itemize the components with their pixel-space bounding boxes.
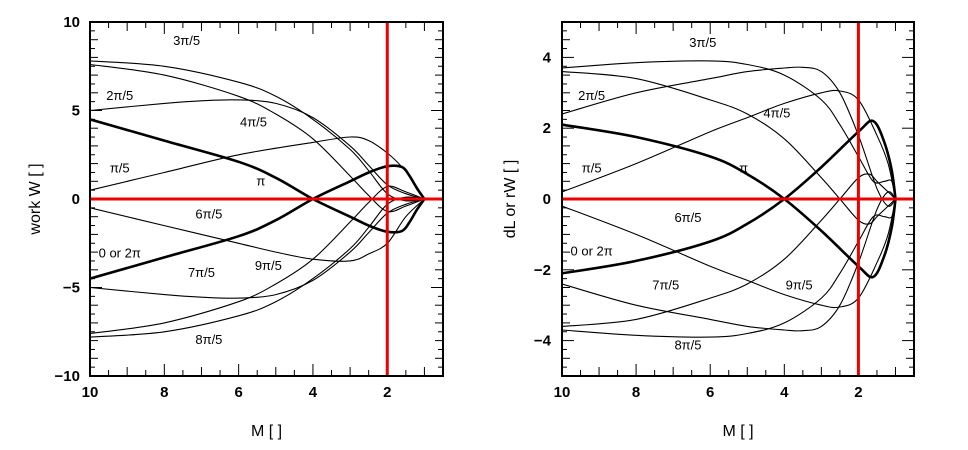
series-line bbox=[562, 198, 897, 338]
y-tick-label: 0 bbox=[72, 191, 80, 208]
series-line bbox=[90, 136, 425, 200]
series-label: 3π/5 bbox=[173, 33, 200, 48]
y-tick-label: 4 bbox=[543, 49, 552, 66]
series-label: π bbox=[739, 160, 748, 175]
y-tick-label: 0 bbox=[543, 191, 551, 208]
x-axis-label: M [ ] bbox=[722, 423, 753, 440]
series-label: 9π/5 bbox=[786, 277, 813, 292]
x-tick-label: 6 bbox=[706, 384, 714, 401]
series-line bbox=[562, 71, 896, 225]
series-label: 2π/5 bbox=[106, 88, 133, 103]
series-line bbox=[562, 173, 896, 327]
series-line bbox=[562, 66, 896, 207]
series-line bbox=[562, 89, 897, 200]
plot-frame bbox=[561, 21, 915, 377]
y-tick-label: −2 bbox=[534, 262, 551, 279]
x-tick-label: 10 bbox=[82, 384, 99, 401]
x-tick-label: 2 bbox=[854, 384, 862, 401]
series-label: 0 or 2π bbox=[99, 245, 141, 260]
series-label: 9π/5 bbox=[255, 258, 282, 273]
x-tick-label: 10 bbox=[554, 384, 571, 401]
series-label: 3π/5 bbox=[689, 35, 716, 50]
series-label: 4π/5 bbox=[240, 114, 267, 129]
x-tick-label: 4 bbox=[309, 384, 318, 401]
x-tick-label: 4 bbox=[780, 384, 789, 401]
panel-left: 0 or 2π π π/5 2π/5 3π/5 4π/5 6π/5 7π/5 8π/5 9π/5 1… bbox=[27, 14, 444, 440]
series-line bbox=[562, 191, 896, 332]
series-line bbox=[90, 198, 425, 299]
x-tick-label: 2 bbox=[383, 384, 391, 401]
series-line bbox=[90, 99, 425, 200]
series-label: 8π/5 bbox=[195, 332, 222, 347]
y-axis-label: work W [ ] bbox=[27, 163, 44, 235]
y-tick-label: 2 bbox=[543, 120, 551, 137]
series-line bbox=[90, 63, 425, 213]
series-line bbox=[562, 119, 897, 275]
x-axis-label: M [ ] bbox=[251, 423, 282, 440]
series-line bbox=[562, 198, 897, 309]
series-label: 7π/5 bbox=[188, 265, 215, 280]
series-label: π bbox=[256, 174, 265, 189]
x-tick-label: 6 bbox=[234, 384, 242, 401]
panel-right: 0 or 2π π π/5 3π/5 2π/5 4π/5 6π/5 8π/5 7π/5 9π/5 1… bbox=[502, 21, 915, 440]
series-line bbox=[562, 123, 897, 279]
x-tick-label: 8 bbox=[632, 384, 640, 401]
y-tick-label: 5 bbox=[72, 103, 80, 120]
y-axis-label: dL or rW [ ] bbox=[502, 160, 519, 239]
y-tick-label: −5 bbox=[63, 280, 80, 297]
y-tick-label: −10 bbox=[55, 368, 80, 385]
series-line bbox=[90, 185, 425, 335]
series-label: 2π/5 bbox=[578, 88, 605, 103]
series-label: 7π/5 bbox=[652, 277, 679, 292]
y-tick-label: −4 bbox=[534, 333, 552, 350]
series-label: 8π/5 bbox=[674, 337, 701, 352]
series-line bbox=[90, 118, 426, 234]
y-tick-label: 10 bbox=[63, 14, 80, 31]
series-label: 6π/5 bbox=[674, 210, 701, 225]
x-tick-label: 8 bbox=[160, 384, 168, 401]
series-label: π/5 bbox=[582, 160, 602, 175]
series-label: π/5 bbox=[110, 160, 130, 175]
series-label: 6π/5 bbox=[195, 206, 222, 221]
series-line bbox=[90, 198, 425, 262]
series-line bbox=[562, 60, 897, 200]
plot-frame bbox=[89, 21, 444, 377]
curves bbox=[562, 60, 897, 338]
series-label: 4π/5 bbox=[763, 106, 790, 121]
series-label: 0 or 2π bbox=[571, 244, 613, 259]
